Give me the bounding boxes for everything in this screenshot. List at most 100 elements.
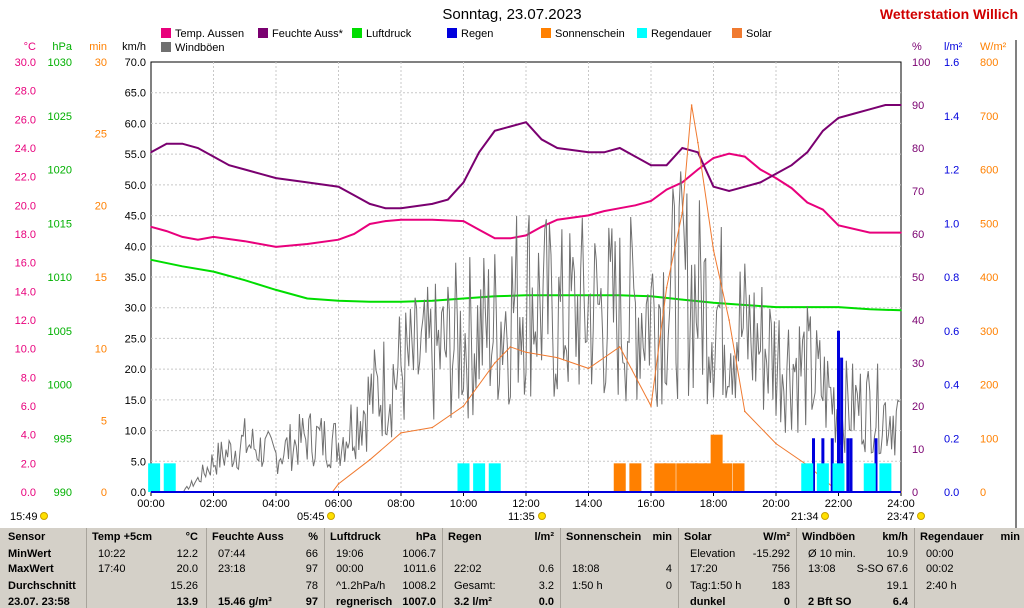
rain-tick-label: 1.4 xyxy=(944,111,959,123)
temp-tick-label: 18.0 xyxy=(15,229,36,241)
wind-tick-label: 50.0 xyxy=(125,180,146,192)
legend-label: Regendauer xyxy=(651,28,712,40)
feuchte-auss-point xyxy=(197,147,199,149)
regendauer-bar xyxy=(148,463,161,492)
footer-cell-label: 2:40 h xyxy=(926,580,957,592)
footer-column-unit: km/h xyxy=(882,531,908,543)
temp-tick-label: 0.0 xyxy=(21,487,36,499)
sun-marker: 05:45 xyxy=(297,511,335,523)
luftdruck-point xyxy=(243,279,246,282)
solar-point xyxy=(743,410,746,413)
feuchte-auss-point xyxy=(150,151,152,154)
humidity-tick-label: 0 xyxy=(912,487,918,499)
temp-aussen-point xyxy=(743,155,746,158)
wind-tick-label: 30.0 xyxy=(125,303,146,315)
solar-tick-label: 200 xyxy=(980,380,998,392)
temp-tick-label: 10.0 xyxy=(15,344,36,356)
temp-aussen-point xyxy=(634,204,637,207)
footer-cell-value: 0 xyxy=(665,580,672,592)
footer-row-label: Durchschnitt xyxy=(8,580,76,592)
feuchte-auss-point xyxy=(259,173,262,175)
temp-tick-label: 26.0 xyxy=(15,114,36,126)
temp-aussen-point xyxy=(900,231,902,234)
legend-swatch xyxy=(258,28,268,38)
footer-cell-label: 13:08 xyxy=(808,563,836,575)
legend-swatch xyxy=(637,28,647,38)
footer-cell-label: 22:02 xyxy=(454,563,482,575)
feuchte-auss-point xyxy=(556,147,559,149)
temp-tick-label: 8.0 xyxy=(21,372,36,384)
footer-cell-value: 0.6 xyxy=(538,563,554,575)
footer-cell-value: 183 xyxy=(771,580,790,592)
wind-tick-label: 45.0 xyxy=(125,211,146,223)
legend-label: Sonnenschein xyxy=(555,28,625,40)
legend-label: Temp. Aussen xyxy=(175,28,244,40)
temp-aussen-point xyxy=(868,231,871,234)
feuchte-auss-point xyxy=(275,177,277,179)
temp-aussen-point xyxy=(150,226,152,228)
sun-marker: 23:47 xyxy=(887,511,925,523)
regendauer-bar xyxy=(832,463,845,492)
feuchte-auss-point xyxy=(228,164,230,166)
footer-column-head: Regendauer xyxy=(920,531,984,543)
sonnenschein-bar xyxy=(720,463,732,492)
sonnenschein-bar xyxy=(732,463,745,492)
regendauer-bar xyxy=(801,463,814,492)
footer-cell-value: 78 xyxy=(305,580,318,592)
footer-cell-label: 3.2 l/m² xyxy=(454,596,492,608)
sonnenschein-bar xyxy=(676,463,689,492)
time-tick-label: 20:00 xyxy=(762,498,790,510)
time-tick-label: 14:00 xyxy=(575,498,603,510)
regen-bar xyxy=(812,438,815,492)
time-tick-label: 06:00 xyxy=(325,498,353,510)
temp-aussen-point xyxy=(197,238,199,241)
feuchte-auss-point xyxy=(212,155,215,158)
feuchte-auss-point xyxy=(618,147,621,149)
feuchte-auss-point xyxy=(462,181,465,184)
solar-point xyxy=(400,432,402,434)
footer-column-separator xyxy=(560,528,561,608)
temp-aussen-point xyxy=(665,188,668,191)
regen-bar xyxy=(849,438,853,492)
temp-aussen-point xyxy=(462,220,465,222)
sonnenschein-bar xyxy=(685,463,698,492)
footer-row-label: MinWert xyxy=(8,548,52,560)
footer-cell-value: 1006.7 xyxy=(402,548,436,560)
footer-column-head: Temp +5cm xyxy=(92,531,153,543)
footer-row-label: MaxWert xyxy=(8,563,54,575)
sun-marker-label: 05:45 xyxy=(297,511,325,523)
humidity-tick-label: 60 xyxy=(912,229,924,241)
solar-point xyxy=(728,319,730,321)
footer-column-head: Regen xyxy=(448,531,482,543)
sonnenschein-bar xyxy=(654,463,667,492)
temp-aussen-point xyxy=(400,218,402,221)
footer-column-separator xyxy=(324,528,325,608)
feuchte-auss-point xyxy=(665,164,668,166)
temp-aussen-point xyxy=(165,230,168,232)
temp-tick-label: 2.0 xyxy=(21,458,36,470)
wind-axis-unit: km/h xyxy=(122,41,146,53)
luftdruck-point xyxy=(900,309,902,312)
wind-tick-label: 70.0 xyxy=(125,57,146,69)
footer-cell-value: 1011.6 xyxy=(403,563,436,575)
pressure-tick-label: 1025 xyxy=(48,111,72,123)
sun-icon xyxy=(538,512,546,520)
legend-label: Luftdruck xyxy=(366,28,412,40)
luftdruck-point xyxy=(337,299,340,302)
wind-tick-label: 60.0 xyxy=(125,118,146,130)
sun-icon xyxy=(917,512,925,520)
solar-point xyxy=(368,458,371,461)
footer-cell-value: 756 xyxy=(771,563,790,575)
feuchte-auss-point xyxy=(790,164,793,166)
footer-column-unit: min xyxy=(1000,531,1020,543)
temp-aussen-point xyxy=(212,236,215,238)
temp-aussen-point xyxy=(587,214,590,217)
feuchte-auss-point xyxy=(837,117,840,119)
feuchte-auss-point xyxy=(603,151,605,154)
temp-aussen-point xyxy=(493,237,496,240)
footer-cell-value: -15.292 xyxy=(752,548,790,560)
legend-label: Solar xyxy=(746,28,772,40)
solar-point xyxy=(493,362,496,364)
feuchte-auss-point xyxy=(431,203,434,205)
feuchte-auss-point xyxy=(353,194,355,197)
